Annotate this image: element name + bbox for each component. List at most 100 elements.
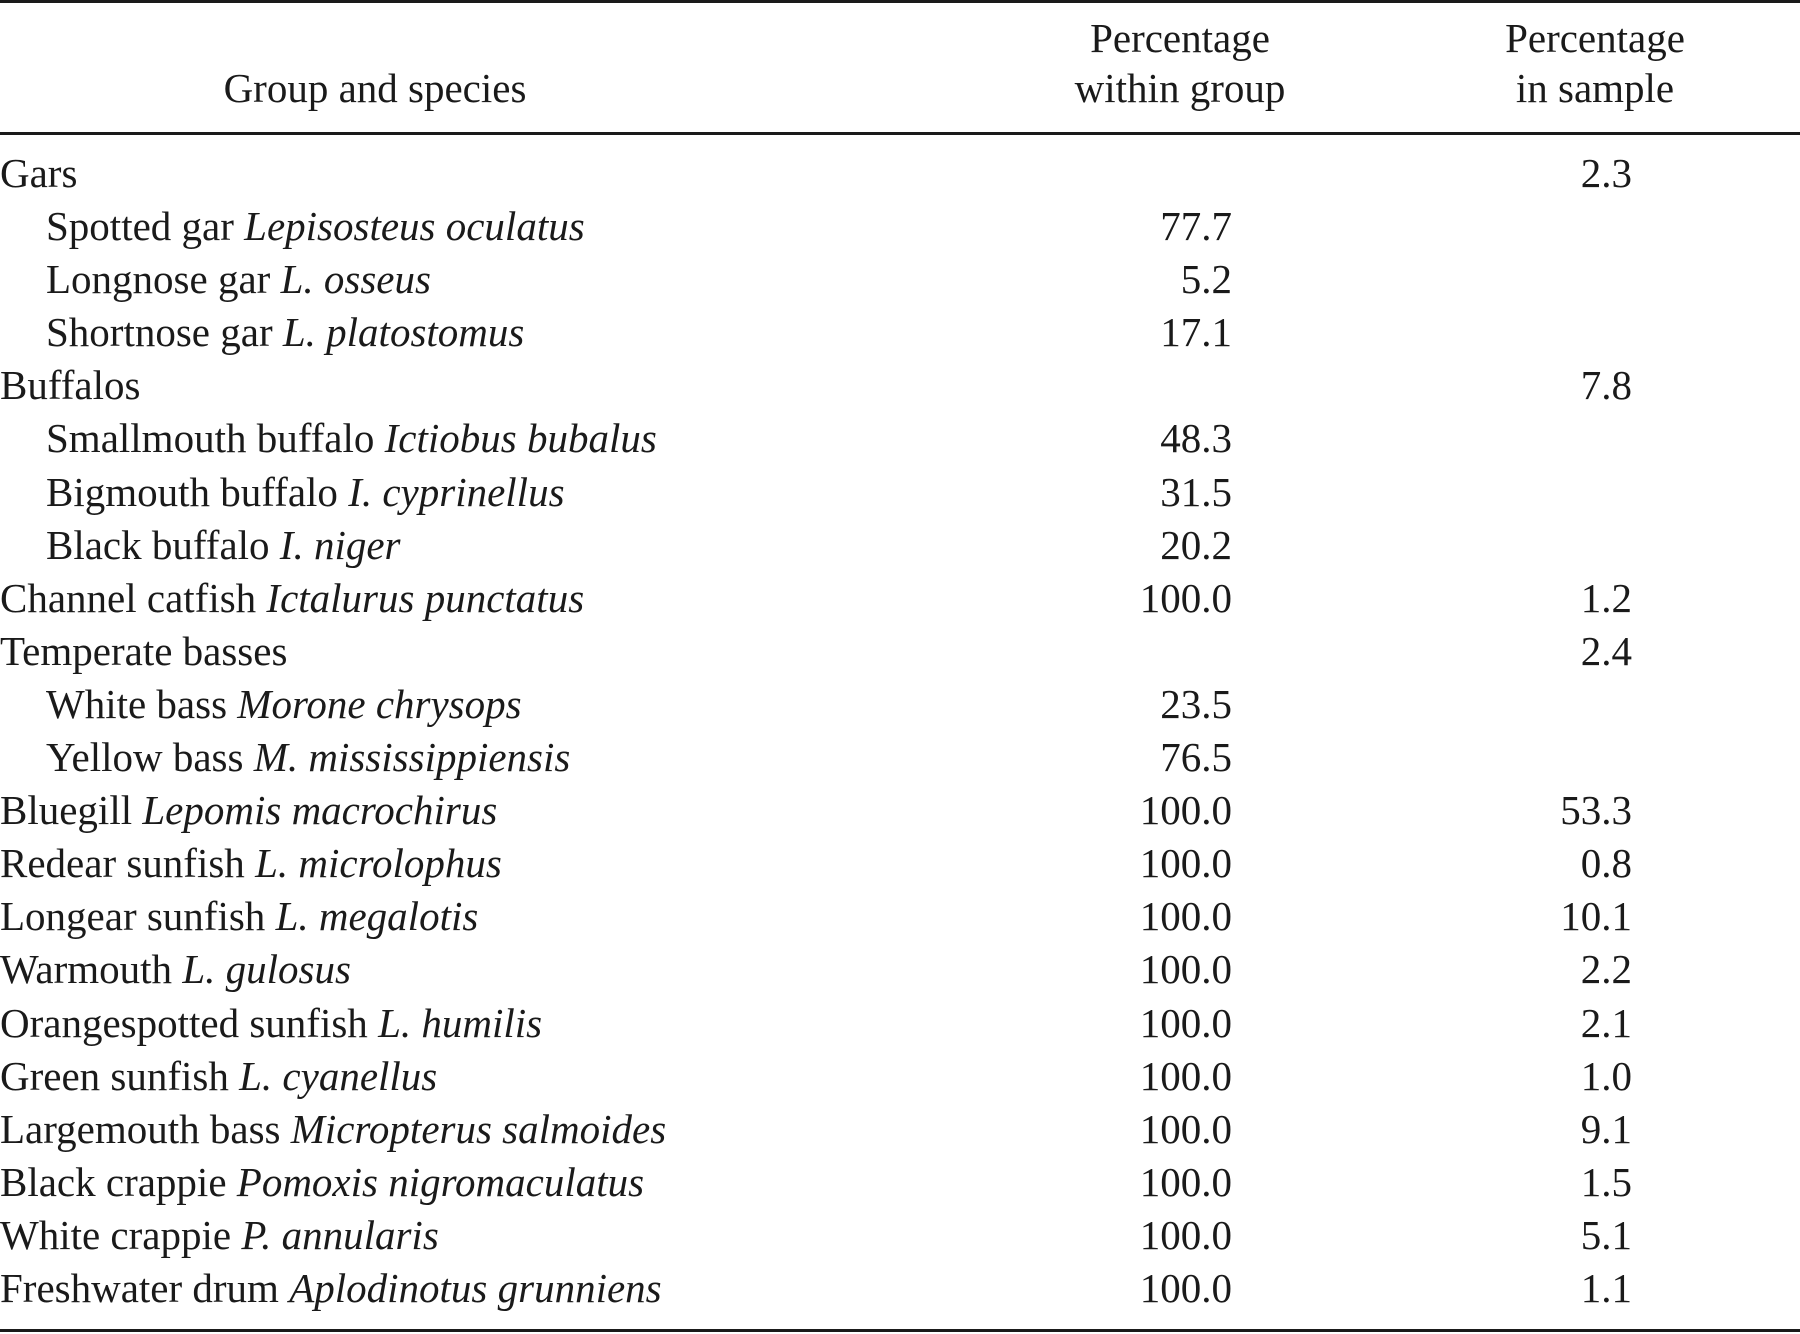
percentage-in-sample-cell: 1.5 [1580,1158,1632,1205]
percentage-within-group-cell: 31.5 [1160,468,1232,515]
table-top-rule [0,0,1800,3]
scientific-name: L. gulosus [182,946,351,993]
common-name: Temperate basses [0,627,288,674]
common-name: Bluegill [0,787,133,834]
species-cell: Yellow bass M. mississippiensis [46,731,570,784]
percentage-within-group-cell: 100.0 [1139,999,1232,1046]
table-row: Largemouth bass Micropterus salmoides 100… [0,1103,1800,1156]
scientific-name: L. humilis [378,999,543,1046]
species-cell: Black crappie Pomoxis nigromaculatus [0,1156,644,1209]
species-cell: Orangespotted sunfish L. humilis [0,997,542,1050]
header-sample-line1: Percentage [1505,15,1685,61]
table-row: Buffalos 7.8 [0,359,1800,412]
percentage-within-group-cell: 100.0 [1139,1158,1232,1205]
table-row: Shortnose gar L. platostomus 17.1 [0,306,1800,359]
table-row: Yellow bass M. mississippiensis 76.5 [0,731,1800,784]
table-row: Bigmouth buffalo I. cyprinellus 31.5 [0,466,1800,519]
common-name: Shortnose gar [46,309,273,356]
percentage-within-group-cell: 100.0 [1139,946,1232,993]
common-name: Redear sunfish [0,840,245,887]
percentage-in-sample-cell: 10.1 [1560,893,1632,940]
percentage-within-group-cell: 17.1 [1160,309,1232,356]
percentage-within-group-cell: 100.0 [1139,840,1232,887]
common-name: White crappie [0,1211,232,1258]
common-name: Black buffalo [46,521,270,568]
species-cell: Smallmouth buffalo Ictiobus bubalus [46,412,657,465]
percentage-in-sample-cell: 2.1 [1580,999,1632,1046]
species-cell: Bigmouth buffalo I. cyprinellus [46,466,565,519]
percentage-within-group-cell: 100.0 [1139,1105,1232,1152]
table-row: Spotted gar Lepisosteus oculatus 77.7 [0,200,1800,253]
species-cell: Spotted gar Lepisosteus oculatus [46,200,585,253]
percentage-in-sample-cell: 1.2 [1580,574,1632,621]
species-cell: Green sunfish L. cyanellus [0,1050,437,1103]
species-cell: Channel catfish Ictalurus punctatus [0,572,584,625]
scientific-name: Ictiobus bubalus [384,415,657,462]
percentage-in-sample-cell: 7.8 [1580,362,1632,409]
header-rule [0,132,1800,135]
common-name: Green sunfish [0,1052,229,1099]
common-name: White bass [46,680,228,727]
percentage-within-group-cell: 100.0 [1139,1052,1232,1099]
table-row: Gars 2.3 [0,147,1800,200]
common-name: Yellow bass [46,734,244,781]
table-row: Channel catfish Ictalurus punctatus 100.0… [0,572,1800,625]
species-cell: Longnose gar L. osseus [46,253,431,306]
percentage-within-group-cell: 100.0 [1139,787,1232,834]
header-within-line2: within group [1074,65,1286,111]
species-cell: Warmouth L. gulosus [0,943,351,996]
scientific-name: Lepomis macrochirus [142,787,498,834]
species-cell: Longear sunfish L. megalotis [0,890,478,943]
species-cell: Shortnose gar L. platostomus [46,306,524,359]
common-name: Bigmouth buffalo [46,468,338,515]
scientific-name: Ictalurus punctatus [266,574,585,621]
header-percentage-within-group: Percentage within group [1020,13,1340,113]
scientific-name: L. osseus [280,256,431,303]
scientific-name: L. platostomus [282,309,525,356]
table-row: Smallmouth buffalo Ictiobus bubalus 48.3 [0,412,1800,465]
scientific-name: M. mississippiensis [253,734,571,781]
scientific-name: I. cyprinellus [348,468,565,515]
common-name: Largemouth bass [0,1105,281,1152]
table-row: Warmouth L. gulosus 100.0 2.2 [0,943,1800,996]
scientific-name: L. microlophus [255,840,502,887]
common-name: Warmouth [0,946,173,993]
common-name: Spotted gar [46,203,234,250]
scientific-name: L. cyanellus [239,1052,438,1099]
percentage-in-sample-cell: 2.3 [1580,150,1632,196]
percentage-in-sample-cell: 0.8 [1580,840,1632,887]
scientific-name: Lepisosteus oculatus [244,203,585,250]
common-name: Orangespotted sunfish [0,999,368,1046]
percentage-within-group-cell: 77.7 [1160,203,1232,250]
scientific-name: Pomoxis nigromaculatus [236,1158,645,1205]
species-cell: Largemouth bass Micropterus salmoides [0,1103,666,1156]
table-row: Black buffalo I. niger 20.2 [0,519,1800,572]
percentage-within-group-cell: 100.0 [1139,893,1232,940]
table-row: Temperate basses 2.4 [0,625,1800,678]
scientific-name: P. annularis [241,1211,439,1258]
scientific-name: Morone chrysops [237,680,522,727]
table-row: Black crappie Pomoxis nigromaculatus 100.… [0,1156,1800,1209]
percentage-in-sample-cell: 53.3 [1560,787,1632,834]
scientific-name: L. megalotis [275,893,479,940]
percentage-in-sample-cell: 2.2 [1580,946,1632,993]
table-row: White bass Morone chrysops 23.5 [0,678,1800,731]
common-name: Gars [0,150,78,196]
species-cell: Temperate basses [0,625,287,678]
scientific-name: Micropterus salmoides [290,1105,667,1152]
species-cell: Freshwater drum Aplodinotus grunniens [0,1262,662,1315]
percentage-in-sample-cell: 1.0 [1580,1052,1632,1099]
species-cell: White bass Morone chrysops [46,678,522,731]
species-cell: Redear sunfish L. microlophus [0,837,502,890]
table-bottom-rule [0,1329,1800,1332]
scientific-name: Aplodinotus grunniens [289,1264,662,1311]
common-name: Smallmouth buffalo [46,415,375,462]
percentage-within-group-cell: 48.3 [1160,415,1232,462]
table-row: Longear sunfish L. megalotis 100.0 10.1 [0,890,1800,943]
species-cell: Buffalos [0,359,140,412]
percentage-in-sample-cell: 1.1 [1580,1264,1632,1311]
table-row: Freshwater drum Aplodinotus grunniens 100… [0,1262,1800,1315]
common-name: Buffalos [0,362,141,409]
table-row: Orangespotted sunfish L. humilis 100.0 2.1 [0,997,1800,1050]
header-within-line1: Percentage [1090,15,1270,61]
